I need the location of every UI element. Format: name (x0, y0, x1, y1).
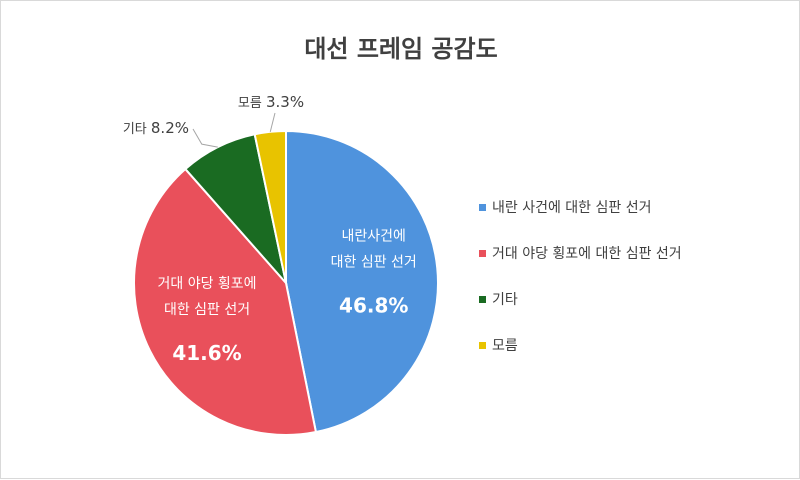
legend-swatch-naeran (479, 203, 486, 211)
slice-label-naeran-line2: 대한 심판 선거 (331, 254, 417, 270)
legend-swatch-moreum (479, 341, 486, 349)
slice-value-naeran: 46.8% (339, 293, 408, 317)
legend-label-yadang: 거대 야당 횡포에 대한 심판 선거 (492, 246, 682, 262)
leader-line-gita (192, 128, 218, 148)
slice-label-yadang-line2: 대한 심판 선거 (164, 302, 250, 318)
legend-swatch-gita (479, 295, 486, 303)
leader-line-moreum (269, 112, 276, 132)
chart-title: 대선 프레임 공감도 (304, 35, 498, 63)
legend-item-gita: 기타 (479, 289, 682, 309)
legend-label-moreum: 모름 (492, 338, 518, 354)
slice-label-moreum: 모름 3.3% (238, 93, 304, 111)
slice-label-yadang-line1: 거대 야당 횡포에 (158, 276, 257, 292)
legend: 내란 사건에 대한 심판 선거 거대 야당 횡포에 대한 심판 선거 기타 모름 (479, 197, 682, 381)
legend-label-gita: 기타 (492, 292, 518, 308)
legend-item-moreum: 모름 (479, 335, 682, 355)
legend-label-naeran: 내란 사건에 대한 심판 선거 (492, 200, 652, 216)
pie-slice-yadang (133, 167, 318, 436)
legend-swatch-yadang (479, 249, 486, 257)
legend-item-yadang: 거대 야당 횡포에 대한 심판 선거 (479, 243, 682, 263)
slice-label-naeran-line1: 내란사건에 (342, 228, 406, 244)
slice-label-gita: 기타 8.2% (123, 119, 189, 137)
pie-slice-naeran (285, 129, 439, 434)
slice-value-yadang: 41.6% (172, 341, 241, 365)
legend-item-naeran: 내란 사건에 대한 심판 선거 (479, 197, 682, 217)
